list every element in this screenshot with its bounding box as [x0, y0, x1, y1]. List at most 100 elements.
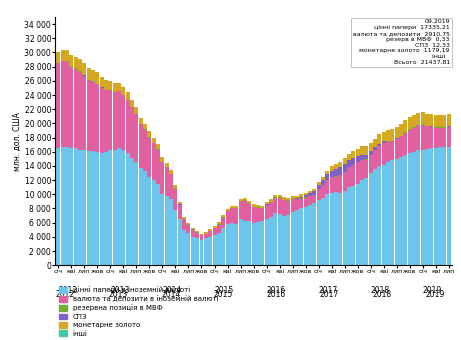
Bar	[304, 207, 307, 265]
Bar	[256, 207, 260, 208]
Bar	[200, 235, 203, 240]
Bar	[195, 231, 199, 232]
Bar	[269, 199, 273, 202]
Y-axis label: млн. дол. США: млн. дол. США	[12, 112, 22, 171]
Bar	[421, 112, 425, 124]
Bar	[256, 208, 260, 222]
Bar	[139, 118, 143, 124]
Bar	[165, 196, 169, 265]
Bar	[78, 72, 82, 150]
Bar	[65, 50, 69, 61]
Bar	[160, 157, 165, 162]
Bar	[343, 158, 347, 164]
Bar	[156, 149, 160, 150]
Bar	[265, 219, 269, 265]
Bar	[321, 185, 325, 198]
Bar	[65, 62, 69, 147]
Bar	[113, 150, 117, 265]
Bar	[378, 146, 381, 166]
Bar	[173, 188, 177, 189]
Bar	[412, 115, 416, 127]
Text: 2012: 2012	[59, 286, 77, 295]
Bar	[69, 66, 73, 67]
Bar	[299, 194, 303, 197]
Bar	[173, 189, 177, 210]
Bar	[351, 165, 355, 186]
Bar	[191, 228, 195, 229]
Bar	[382, 165, 386, 265]
Bar	[217, 233, 221, 265]
Bar	[61, 61, 65, 148]
Bar	[443, 128, 446, 147]
Bar	[69, 148, 73, 265]
Bar	[225, 224, 230, 265]
Bar	[334, 176, 338, 192]
Bar	[208, 231, 212, 237]
Text: 09.2019
цінні папери  17335,21
валюта та депозити  2910,75
резерв в МВФ  0,33
СП: 09.2019 цінні папери 17335,21 валюта та …	[353, 19, 450, 65]
Bar	[373, 139, 377, 147]
Bar	[286, 198, 290, 200]
Bar	[117, 91, 121, 148]
Bar	[447, 127, 451, 147]
Bar	[135, 114, 138, 163]
Bar	[273, 195, 277, 198]
Bar	[299, 208, 303, 265]
Bar	[238, 201, 242, 219]
Bar	[355, 184, 360, 265]
Text: 2012: 2012	[55, 290, 74, 299]
Bar	[139, 168, 143, 265]
Bar	[286, 200, 290, 201]
Bar	[74, 69, 78, 148]
Bar	[308, 197, 312, 205]
Bar	[434, 148, 438, 265]
Bar	[403, 155, 408, 265]
Bar	[213, 228, 217, 235]
Bar	[135, 163, 138, 265]
Bar	[256, 222, 260, 265]
Bar	[74, 148, 78, 265]
Bar	[243, 221, 247, 265]
Bar	[195, 232, 199, 233]
Bar	[382, 132, 386, 141]
Bar	[330, 177, 334, 193]
Bar	[100, 77, 104, 87]
Bar	[321, 180, 325, 185]
Text: 2015: 2015	[214, 286, 234, 295]
Bar	[108, 81, 112, 90]
Bar	[408, 130, 412, 153]
Bar	[390, 129, 394, 141]
Bar	[204, 232, 208, 234]
Bar	[221, 217, 225, 218]
Bar	[378, 166, 381, 265]
Bar	[78, 150, 82, 265]
Bar	[347, 167, 351, 187]
Bar	[378, 143, 381, 146]
Bar	[282, 216, 286, 265]
Bar	[178, 205, 182, 219]
Bar	[87, 151, 91, 265]
Bar	[61, 148, 65, 265]
Bar	[104, 80, 108, 90]
Bar	[61, 50, 65, 61]
Bar	[234, 208, 238, 224]
Bar	[351, 186, 355, 265]
Bar	[178, 219, 182, 265]
Bar	[317, 185, 320, 189]
Bar	[416, 125, 420, 150]
Bar	[347, 187, 351, 265]
Bar	[434, 127, 438, 128]
Bar	[386, 141, 390, 142]
Bar	[217, 222, 221, 224]
Bar	[312, 189, 316, 191]
Bar	[74, 57, 78, 68]
Bar	[317, 189, 320, 200]
Bar	[278, 214, 282, 265]
Bar	[126, 92, 130, 100]
Bar	[325, 194, 329, 265]
Bar	[260, 206, 264, 208]
Bar	[443, 147, 446, 265]
Bar	[252, 204, 255, 207]
Bar	[148, 138, 152, 176]
Bar	[312, 195, 316, 203]
Bar	[104, 152, 108, 265]
